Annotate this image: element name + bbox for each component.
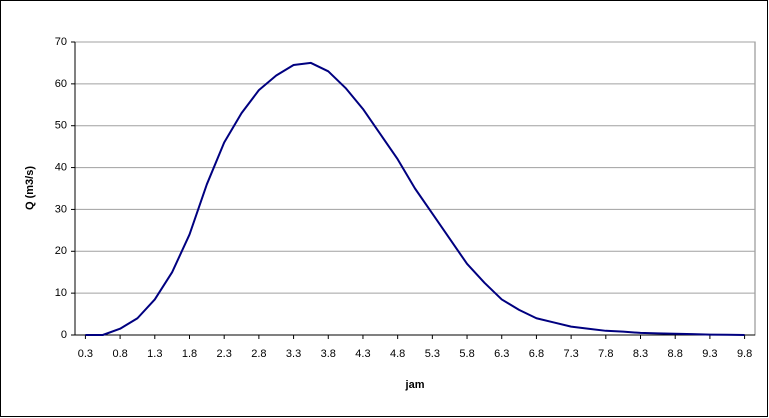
x-tick-label: 8.8 (668, 348, 683, 360)
y-tick-label: 60 (55, 78, 67, 90)
y-tick-label: 20 (55, 245, 67, 257)
x-tick-label: 1.3 (147, 348, 162, 360)
y-tick-label: 70 (55, 36, 67, 48)
x-tick-label: 0.3 (78, 348, 93, 360)
x-axis-title: jam (405, 379, 425, 391)
x-tick-label: 6.8 (529, 348, 544, 360)
y-tick-label: 10 (55, 287, 67, 299)
y-axis-title: Q (m3/s) (24, 166, 36, 210)
y-tick-label: 30 (55, 203, 67, 215)
x-tick-label: 1.8 (182, 348, 197, 360)
y-tick-label: 40 (55, 161, 67, 173)
x-tick-label: 8.3 (633, 348, 648, 360)
x-tick-label: 7.8 (598, 348, 613, 360)
x-tick-label: 5.3 (425, 348, 440, 360)
x-tick-label: 5.8 (459, 348, 474, 360)
x-tick-label: 2.8 (251, 348, 266, 360)
x-tick-label: 9.3 (702, 348, 717, 360)
x-tick-label: 6.3 (494, 348, 509, 360)
x-tick-label: 0.8 (112, 348, 127, 360)
y-tick-label: 0 (61, 329, 67, 341)
x-tick-label: 2.3 (217, 348, 232, 360)
x-tick-label: 4.8 (390, 348, 405, 360)
x-tick-label: 9.8 (737, 348, 752, 360)
x-tick-label: 7.3 (563, 348, 578, 360)
data-line (85, 61, 745, 336)
x-tick-label: 4.3 (355, 348, 370, 360)
x-tick-label: 3.3 (286, 348, 301, 360)
x-tick-label: 3.8 (321, 348, 336, 360)
y-tick-label: 50 (55, 120, 67, 132)
